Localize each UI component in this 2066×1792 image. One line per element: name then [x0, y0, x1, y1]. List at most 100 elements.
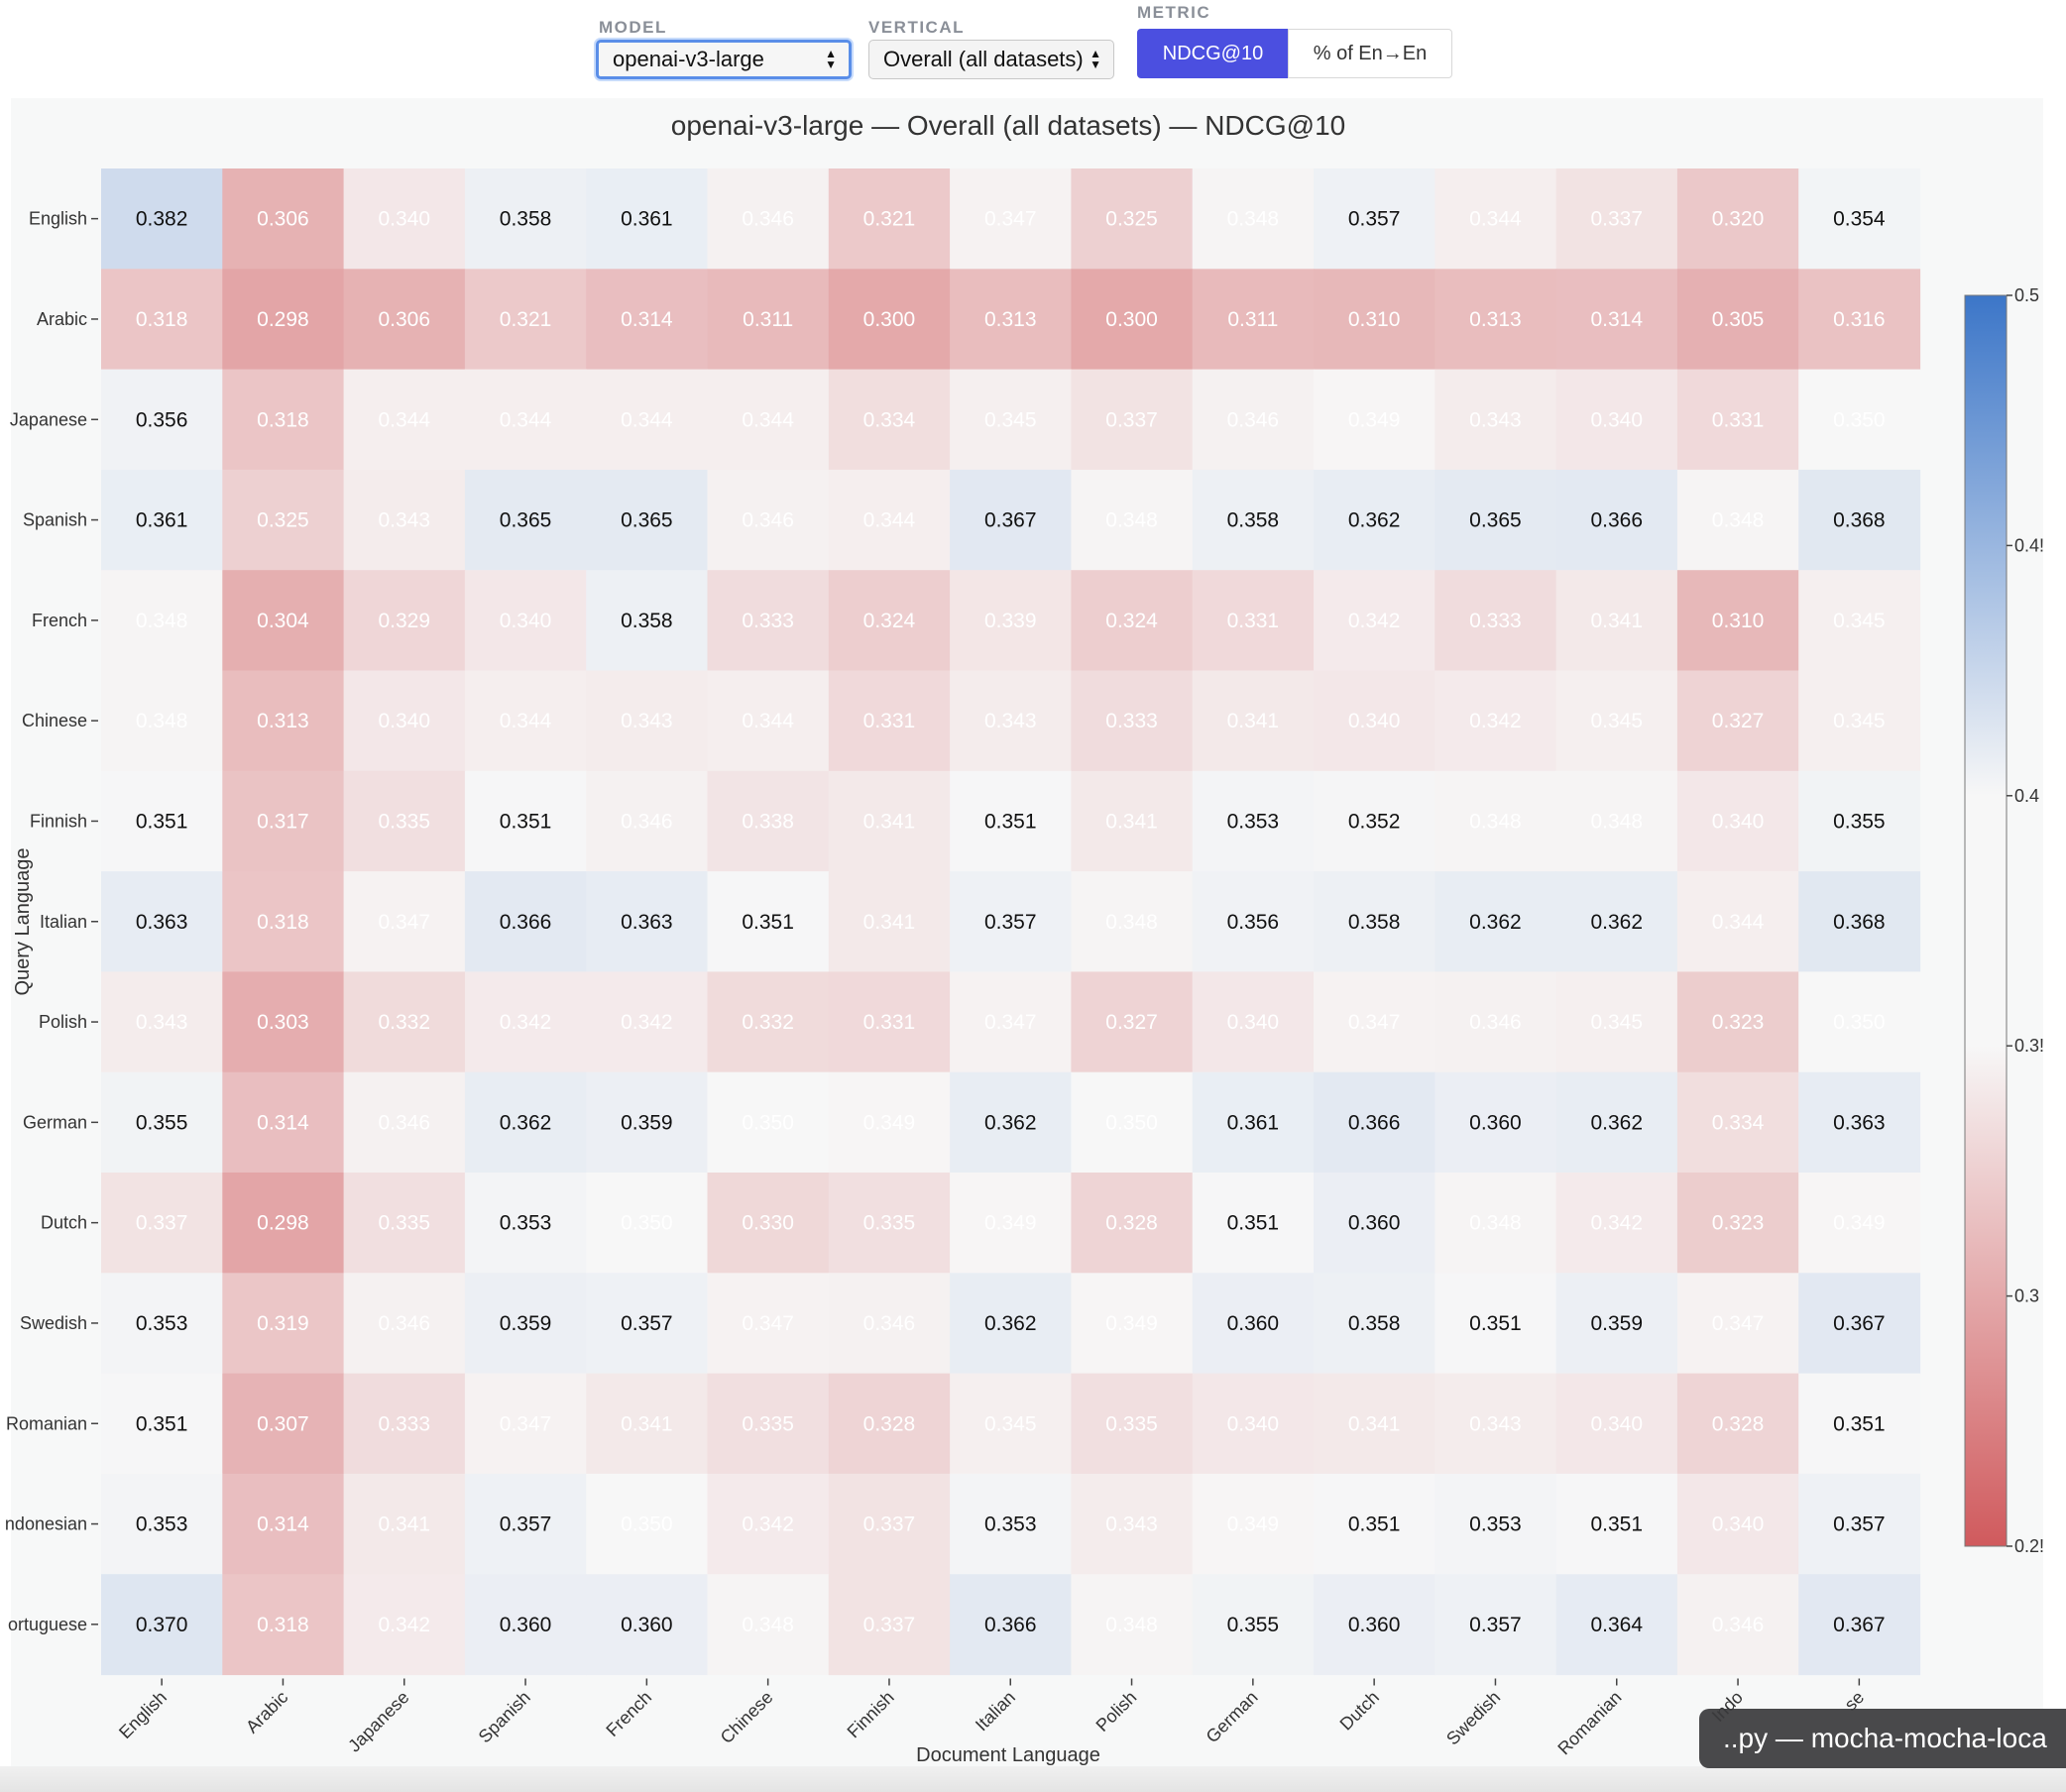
heatmap-cell: [950, 269, 1072, 371]
heatmap-cell: [1555, 971, 1678, 1073]
heatmap-cell: [828, 871, 951, 972]
heatmap-cell: [1071, 871, 1194, 972]
cell-value-label: 0.348: [1469, 1212, 1522, 1235]
cell-value-label: 0.341: [1105, 810, 1158, 833]
cell-value-label: 0.347: [500, 1412, 552, 1435]
heatmap-cell: [1071, 369, 1194, 471]
heatmap-cell: [464, 369, 587, 471]
cell-value-label: 0.351: [1833, 1412, 1886, 1435]
heatmap-cell: [950, 971, 1072, 1073]
heatmap-cell: [828, 670, 951, 772]
cell-value-label: 0.358: [1348, 911, 1401, 934]
cell-value-label: 0.340: [1590, 1412, 1643, 1435]
vertical-select[interactable]: Overall (all datasets) ▲ ▼: [868, 40, 1114, 79]
heatmap-cell: [1798, 1071, 1921, 1174]
heatmap-cell: [1676, 269, 1799, 371]
heatmap-cell: [1314, 670, 1435, 772]
cell-value-label: 0.335: [742, 1412, 794, 1435]
heatmap-cell: [950, 1574, 1072, 1676]
heatmap-cell: [950, 770, 1072, 872]
cell-value-label: 0.359: [1590, 1312, 1643, 1335]
cell-value-label: 0.335: [1105, 1412, 1158, 1435]
heatmap-cells: 0.382 0.306 0.340 0.358 0.361 0.346 0.321 0.347…: [101, 168, 1921, 1676]
colorbar-tick-label: 0.5: [2014, 285, 2039, 305]
heatmap-cell: [1798, 570, 1921, 672]
cell-value-label: 0.350: [621, 1513, 673, 1536]
x-tick-label: Romanian: [1553, 1687, 1625, 1758]
cell-value-label: 0.348: [1105, 1614, 1158, 1636]
cell-value-label: 0.346: [1712, 1614, 1765, 1636]
cell-value-label: 0.314: [1590, 308, 1643, 331]
heatmap-cell: [950, 670, 1072, 772]
x-tick-label: Spanish: [475, 1687, 534, 1746]
x-tick-label: Finnish: [844, 1687, 898, 1741]
heatmap-cell: [1071, 770, 1194, 872]
cell-value-label: 0.340: [1227, 1011, 1280, 1034]
heatmap-cell: [1314, 1373, 1435, 1475]
cell-value-label: 0.335: [378, 810, 430, 833]
heatmap-cell: [828, 469, 951, 571]
heatmap-cell: [950, 1173, 1072, 1274]
cell-value-label: 0.340: [1348, 710, 1401, 732]
heatmap-cell: [707, 770, 830, 872]
heatmap-cell: [1071, 168, 1194, 270]
heatmap-cell: [343, 1273, 466, 1375]
cell-value-label: 0.366: [500, 911, 552, 934]
heatmap-cell: [1314, 469, 1435, 571]
heatmap-cell: [707, 1071, 830, 1174]
y-tick-label: Dutch: [41, 1213, 87, 1233]
cell-value-label: 0.324: [1105, 610, 1158, 632]
heatmap-cell: [464, 269, 587, 371]
heatmap-cell: [1192, 269, 1315, 371]
cell-value-label: 0.348: [1105, 509, 1158, 532]
vertical-select-value: Overall (all datasets): [883, 47, 1084, 71]
colorbar-tick-label: 0.3: [2014, 1287, 2039, 1306]
cell-value-label: 0.323: [1712, 1212, 1765, 1235]
cell-value-label: 0.337: [863, 1614, 916, 1636]
cell-value-label: 0.347: [984, 1011, 1037, 1034]
heatmap-cell: [707, 670, 830, 772]
y-tick-label: Italian: [40, 912, 87, 932]
y-tick-label: Chinese: [22, 711, 87, 730]
metric-option-pct-en-en[interactable]: % of En→En: [1288, 29, 1452, 78]
model-select[interactable]: openai-v3-large ▲ ▼: [596, 40, 852, 79]
cell-value-label: 0.328: [1712, 1412, 1765, 1435]
cell-value-label: 0.343: [1469, 1412, 1522, 1435]
heatmap-cell: [222, 770, 345, 872]
heatmap-cell: [101, 770, 223, 872]
cell-value-label: 0.348: [1105, 911, 1158, 934]
heatmap-cell: [101, 1173, 223, 1274]
y-tick-label: Japanese: [10, 409, 87, 429]
colorbar-tick-label: 0.3!: [2014, 1036, 2044, 1056]
heatmap-cell: [828, 1071, 951, 1174]
heatmap-cell: [1676, 1071, 1799, 1174]
x-tick-label: French: [602, 1687, 655, 1740]
heatmap-cell: [1071, 1071, 1194, 1174]
cell-value-label: 0.349: [1348, 408, 1401, 431]
cell-value-label: 0.368: [1833, 911, 1886, 934]
cell-value-label: 0.314: [257, 1513, 309, 1536]
heatmap-cell: [1314, 770, 1435, 872]
cell-value-label: 0.359: [621, 1111, 673, 1134]
heatmap-cell: [464, 570, 587, 672]
x-tick-label: Italian: [972, 1687, 1019, 1735]
heatmap-cell: [1798, 269, 1921, 371]
heatmap-cell: [1314, 971, 1435, 1073]
cell-value-label: 0.348: [136, 710, 188, 732]
cell-value-label: 0.346: [621, 810, 673, 833]
heatmap-cell: [1676, 1173, 1799, 1274]
cell-value-label: 0.341: [1590, 610, 1643, 632]
y-axis-tick-labels: English Arabic Japanese Spanish French Chines…: [5, 209, 98, 1634]
cell-value-label: 0.367: [1833, 1312, 1886, 1335]
heatmap-cell: [1071, 469, 1194, 571]
heatmap-cell: [1314, 1473, 1435, 1575]
heatmap-cell: [464, 871, 587, 972]
heatmap-cell: [1676, 1273, 1799, 1375]
cell-value-label: 0.328: [863, 1412, 916, 1435]
heatmap-cell: [1798, 1574, 1921, 1676]
heatmap-cell: [1435, 1071, 1557, 1174]
heatmap-cell: [464, 1173, 587, 1274]
heatmap-cell: [1071, 1373, 1194, 1475]
heatmap-cell: [707, 1273, 830, 1375]
heatmap-cell: [1192, 369, 1315, 471]
